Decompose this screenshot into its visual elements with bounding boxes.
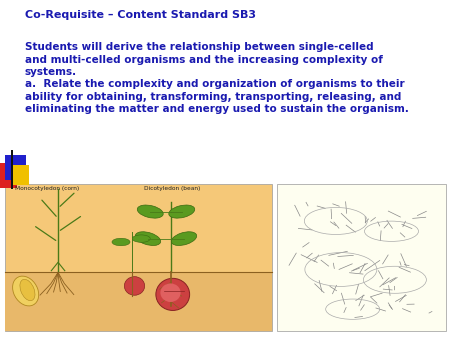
Bar: [0, 163, 17, 188]
Ellipse shape: [132, 235, 150, 242]
Ellipse shape: [124, 276, 144, 295]
Bar: [11, 165, 29, 185]
Ellipse shape: [156, 279, 189, 310]
Ellipse shape: [112, 238, 130, 246]
Ellipse shape: [137, 205, 163, 218]
Text: Co-Requisite – Content Standard SB3: Co-Requisite – Content Standard SB3: [25, 10, 256, 20]
Text: Students will derive the relationship between single-celled
and multi-celled org: Students will derive the relationship be…: [25, 42, 409, 114]
Ellipse shape: [13, 276, 39, 306]
Ellipse shape: [20, 279, 35, 301]
Ellipse shape: [171, 232, 197, 245]
Ellipse shape: [169, 205, 195, 218]
Ellipse shape: [135, 232, 161, 245]
Text: Monocotyledon (corn): Monocotyledon (corn): [15, 186, 80, 191]
Ellipse shape: [160, 283, 180, 302]
Bar: [4, 184, 272, 331]
Bar: [4, 155, 26, 180]
Bar: [11, 150, 13, 189]
Bar: [277, 184, 446, 331]
Text: Dicotyledon (bean): Dicotyledon (bean): [144, 186, 200, 191]
Bar: [4, 272, 272, 331]
